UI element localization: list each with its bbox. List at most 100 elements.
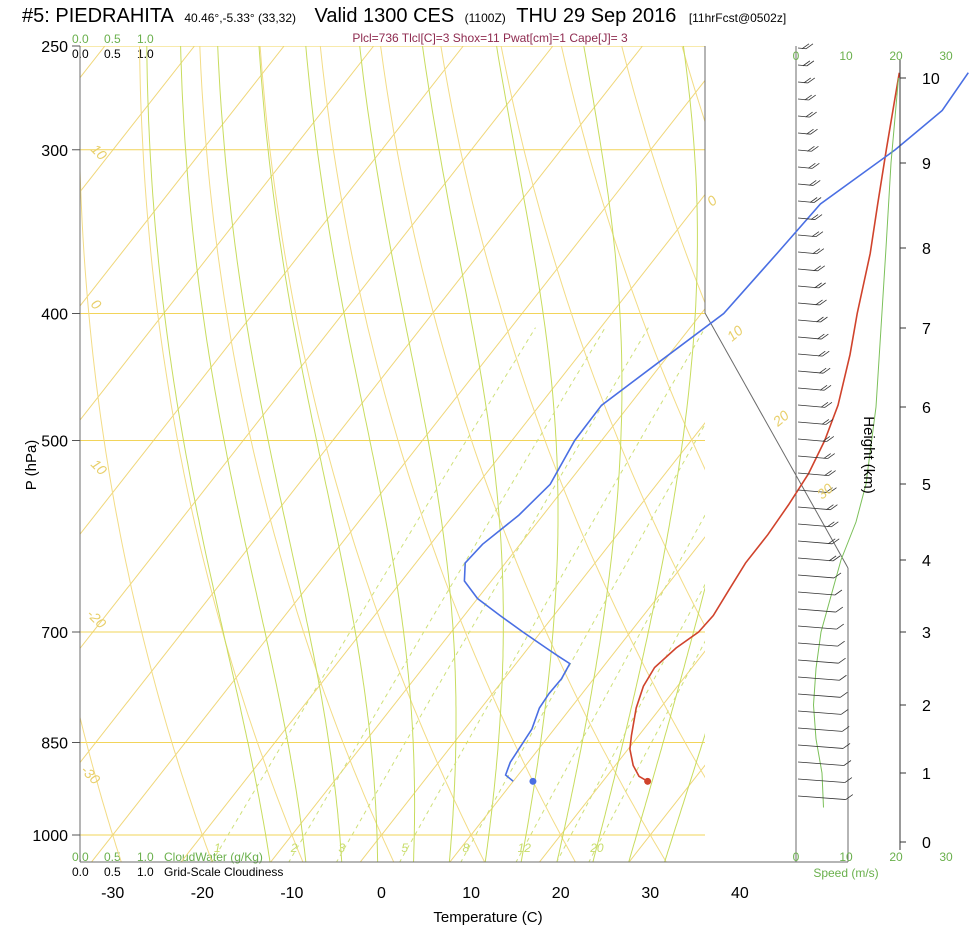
height-tick-label: 10: [922, 71, 940, 88]
wind-barb: [797, 453, 835, 459]
wind-barb: [797, 504, 838, 511]
wind-barb: [797, 572, 842, 579]
dry-adiabat-line: [80, 149, 213, 862]
wind-barb: [797, 419, 834, 425]
speed-tick-bottom-0: 0: [793, 850, 800, 864]
cloudiness-scale-bottom-1: 0.5: [104, 865, 121, 879]
wind-barb: [797, 521, 839, 528]
speed-axis-label: Speed (m/s): [813, 866, 878, 880]
wind-barb: [797, 128, 818, 135]
pressure-tick-label: 500: [41, 434, 68, 451]
dry-adiabat-line: [560, 46, 705, 471]
wind-barb: [797, 691, 848, 698]
temperature-line: [629, 72, 901, 782]
moist-adiabat-line: [217, 46, 343, 862]
cloudwater-scale-top-0: 0.0: [72, 32, 89, 46]
mixing-ratio-line: [399, 327, 705, 862]
isotherm-line: [80, 46, 643, 764]
dry-adiabat-line: [199, 46, 395, 862]
moist-adiabat-line: [496, 46, 559, 862]
wind-barb: [797, 94, 816, 101]
x-axis-label: Temperature (C): [433, 909, 542, 926]
isotherm-line: [0, 46, 15, 863]
cloudiness-scale-bottom-2: 1.0: [137, 865, 154, 879]
speed-tick-bottom-10: 10: [839, 850, 853, 864]
wind-speed-curve: [812, 77, 899, 808]
dry-adiabat-line: [139, 46, 304, 862]
plot-frame: [79, 46, 849, 863]
wind-barb: [797, 589, 843, 596]
wind-barb: [797, 640, 845, 647]
wind-layer: [797, 43, 899, 808]
moist-adiabat-line: [258, 46, 379, 862]
dewpoint-line: [463, 72, 969, 782]
isotherm-line: [80, 46, 285, 307]
mixing-ratio-label: 3: [338, 841, 345, 855]
isotherm-line: [538, 650, 705, 862]
wind-barb: [797, 248, 825, 255]
speed-tick-top-30: 30: [939, 49, 953, 63]
moist-adiabat-line: [664, 733, 705, 862]
speed-axis: 0 10 20 30 0 10 20 30 Speed (m/s): [793, 49, 953, 880]
title-row: #5: PIEDRAHITA 40.46°,-5.33° (33,32) Val…: [22, 5, 786, 27]
isotherm-line: [270, 307, 705, 862]
moist-adiabat-line: [592, 46, 698, 862]
wind-barb: [797, 43, 814, 50]
moist-adiabat-line: [556, 46, 623, 862]
moist-adiabat-line: [180, 46, 307, 862]
dry-adiabat-line: [80, 715, 122, 862]
station-coords: 40.46°,-5.33° (33,32): [184, 11, 296, 25]
wind-barb: [797, 470, 836, 476]
wind-barb: [797, 436, 835, 442]
isotherm-line: [718, 46, 970, 863]
wind-barb: [797, 709, 849, 715]
isotherm-line: [180, 193, 705, 862]
dry-adiabat-line: [621, 46, 705, 305]
pressure-tick-label: 300: [41, 143, 68, 160]
isotherm-line: [449, 536, 705, 862]
cloudiness-scale-top-1: 0.5: [104, 47, 121, 61]
wind-barb: [797, 726, 850, 732]
height-tick-label: 2: [922, 698, 931, 715]
dry-adiabat-label: 0: [88, 296, 105, 313]
speed-tick-top-0: 0: [793, 49, 800, 63]
wind-barb: [797, 282, 826, 289]
cloudwater-label: CloudWater (g/Kg): [164, 850, 263, 864]
speed-tick-bottom-20: 20: [889, 850, 903, 864]
y-axis-label: P (hPa): [23, 440, 40, 491]
x-tick-label: 30: [641, 885, 659, 902]
speed-tick-top-20: 20: [889, 49, 903, 63]
height-tick-label: 9: [922, 156, 931, 173]
moist-adiabat-line: [359, 46, 457, 862]
x-tick-label: -30: [101, 885, 124, 902]
pressure-tick-label: 850: [41, 736, 68, 753]
cloudwater-scale-top-2: 1.0: [137, 32, 154, 46]
dry-adiabat-line: [742, 46, 970, 863]
isotherm-line: [897, 46, 970, 863]
moist-adiabat-line: [628, 586, 705, 862]
x-tick-label: 40: [731, 885, 749, 902]
x-tick-label: -20: [191, 885, 214, 902]
isotherm-line: [80, 46, 554, 650]
series-layer: [463, 72, 969, 785]
cloudiness-scale-top-0: 0.0: [72, 47, 89, 61]
height-tick-label: 1: [922, 766, 931, 783]
wind-barb: [797, 555, 841, 562]
wind-barb: [797, 111, 817, 118]
valid-time: Valid 1300 CES: [314, 5, 454, 27]
dry-adiabat-line: [500, 46, 705, 628]
utc-time: (1100Z): [465, 11, 506, 25]
mixing-ratio-line: [211, 327, 536, 862]
isotherm-line: [90, 79, 705, 862]
wind-barb: [797, 367, 831, 374]
isotherm-label: 0: [704, 192, 720, 209]
cloudwater-scale-top-1: 0.5: [104, 32, 121, 46]
height-tick-label: 3: [922, 625, 931, 642]
wind-barb: [797, 197, 822, 203]
wind-barb: [797, 350, 830, 357]
wind-barb: [797, 60, 815, 67]
wind-barb: [797, 163, 820, 169]
isotherm-label: 20: [769, 407, 792, 430]
wind-barb: [797, 487, 837, 494]
isotherm-line: [80, 46, 195, 193]
